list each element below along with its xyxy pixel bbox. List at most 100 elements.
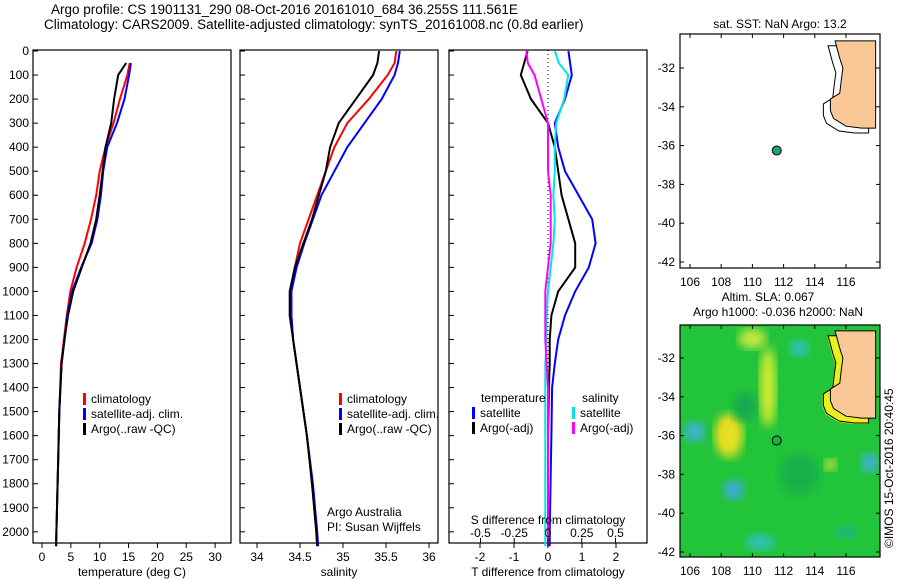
y-tick-label: 1100: [3, 308, 29, 322]
legend-label: climatology: [91, 392, 151, 406]
sla-anomaly: [723, 479, 744, 500]
temperature-x-tick-label: 5: [68, 550, 75, 564]
lon-tick-label: 112: [774, 275, 793, 289]
s-diff-tick-label: 0.5: [607, 526, 624, 540]
sla-map: 106 108 110 112 114 116 -32 -34 -36 -38 -40 -42: [658, 324, 881, 578]
salinity-x-tick-label: 35.5: [374, 550, 398, 564]
t-diff-x-tick-label: -1: [509, 550, 520, 564]
lon-tick-label: 116: [836, 275, 855, 289]
s-diff-tick-label: 0: [545, 526, 552, 540]
sla-anomaly: [760, 347, 776, 428]
y-tick-label: 1000: [2, 284, 29, 298]
lat-tick-label: -36: [658, 139, 676, 153]
sla-anomaly: [824, 458, 837, 471]
title-line2: Climatology: CARS2009. Satellite-adjuste…: [44, 17, 584, 32]
legend-swatch: [83, 393, 86, 405]
y-tick-label: 0: [22, 44, 29, 58]
lat-tick-label: -32: [658, 351, 676, 365]
t-diff-x-tick-label: 0: [545, 550, 552, 564]
legend-swatch: [472, 422, 475, 434]
lat-tick-label: -42: [658, 545, 676, 559]
titles: Argo profile: CS 1901131_290 08-Oct-2016…: [0, 0, 660, 34]
sla-anomaly: [789, 340, 810, 357]
sst-map: 106 108 110 112 114 116 -32 -34 -36 -38 -40 -42: [658, 33, 881, 289]
legend-swatch: [572, 407, 575, 419]
sla-anomaly: [746, 534, 775, 551]
legend-label: Argo(..raw -QC): [347, 422, 432, 436]
sla-map-title1: Altim. SLA: 0.067: [722, 290, 815, 304]
legend-label: satellite-adj. clim.: [91, 407, 183, 421]
s-diff-tick-label: -0.25: [501, 526, 529, 540]
y-tick-label: 300: [9, 116, 29, 130]
title-line1: Argo profile: CS 1901131_290 08-Oct-2016…: [51, 2, 518, 17]
y-tick-label: 1600: [2, 429, 29, 443]
lon-tick-label: 106: [680, 564, 700, 578]
temperature-x-tick-label: 10: [93, 550, 107, 564]
lat-tick-label: -40: [658, 506, 676, 520]
y-tick-label: 100: [9, 68, 29, 82]
salinity-line-climatology: [290, 50, 398, 547]
t-diff-x-tick-label: 1: [579, 550, 586, 564]
legend-swatch: [83, 408, 86, 420]
y-tick-label: 400: [9, 140, 29, 154]
lat-tick-label: -34: [658, 390, 676, 404]
difference-line: [525, 50, 552, 547]
salinity-xlabel: salinity: [321, 565, 358, 579]
lon-tick-label: 106: [680, 275, 700, 289]
s-diff-tick-label: -0.5: [470, 526, 491, 540]
lon-tick-label: 114: [805, 564, 824, 578]
sst-map-frame: [679, 33, 881, 269]
lon-tick-label: 108: [711, 564, 731, 578]
legend-header-salinity: salinity: [582, 391, 619, 405]
t-diff-x-tick-label: 2: [613, 550, 620, 564]
legend-label: Argo(-adj): [580, 421, 633, 435]
temperature-xlabel: temperature (deg C): [78, 565, 186, 579]
land: [829, 40, 877, 129]
temperature-line-climatology: [55, 62, 131, 547]
lon-tick-label: 110: [743, 275, 762, 289]
legend-label: satellite-adj. clim.: [347, 407, 439, 421]
s-diff-xlabel: S difference from climatology: [471, 513, 626, 527]
salinity-line-Argo: [288, 50, 381, 547]
y-tick-label: 500: [9, 164, 29, 178]
legend-swatch: [472, 407, 475, 419]
sst-map-content: [822, 40, 877, 134]
temperature-x-tick-label: 25: [180, 550, 194, 564]
y-tick-label: 2000: [2, 525, 29, 539]
credit-text: ©IMOS 15-Oct-2016 20:40:45: [882, 388, 896, 548]
legend-swatch: [339, 423, 342, 435]
temperature-x-tick-label: 20: [151, 550, 165, 564]
sla-anomaly: [738, 328, 767, 349]
legend-label: climatology: [347, 392, 407, 406]
lat-tick-label: -36: [658, 429, 676, 443]
temperature-x-tick-label: 15: [122, 550, 136, 564]
sla-anomaly: [861, 452, 878, 473]
legend-label: satellite: [580, 406, 621, 420]
y-tick-label: 1700: [2, 453, 29, 467]
salinity-x-tick-label: 34.5: [288, 550, 312, 564]
legend-label: Argo(-adj): [480, 421, 533, 435]
t-diff-xlabel: T difference from climatology: [471, 565, 625, 579]
lon-tick-label: 112: [774, 564, 793, 578]
lon-tick-label: 116: [836, 564, 855, 578]
y-tick-label: 1300: [2, 357, 29, 371]
legend-swatch: [83, 423, 86, 435]
lat-tick-label: -34: [658, 100, 676, 114]
y-tick-label: 900: [9, 260, 29, 274]
legend-header-temperature: temperature: [481, 391, 546, 405]
temperature-x-tick-label: 0: [39, 550, 46, 564]
y-tick-label: 200: [9, 92, 29, 106]
salinity-x-tick-label: 34: [250, 550, 264, 564]
sla-anomaly: [715, 413, 743, 458]
sla-anomaly: [779, 454, 820, 495]
lat-tick-label: -38: [658, 177, 676, 191]
legend-swatch: [339, 393, 342, 405]
y-tick-label: 600: [9, 188, 29, 202]
annotation-institution: Argo Australia: [327, 505, 402, 519]
sla-map-frame: [679, 324, 881, 558]
lat-tick-label: -38: [658, 467, 676, 481]
salinity-x-tick-label: 36: [422, 550, 436, 564]
y-tick-label: 1400: [2, 381, 29, 395]
argo-float-marker: [771, 145, 782, 156]
